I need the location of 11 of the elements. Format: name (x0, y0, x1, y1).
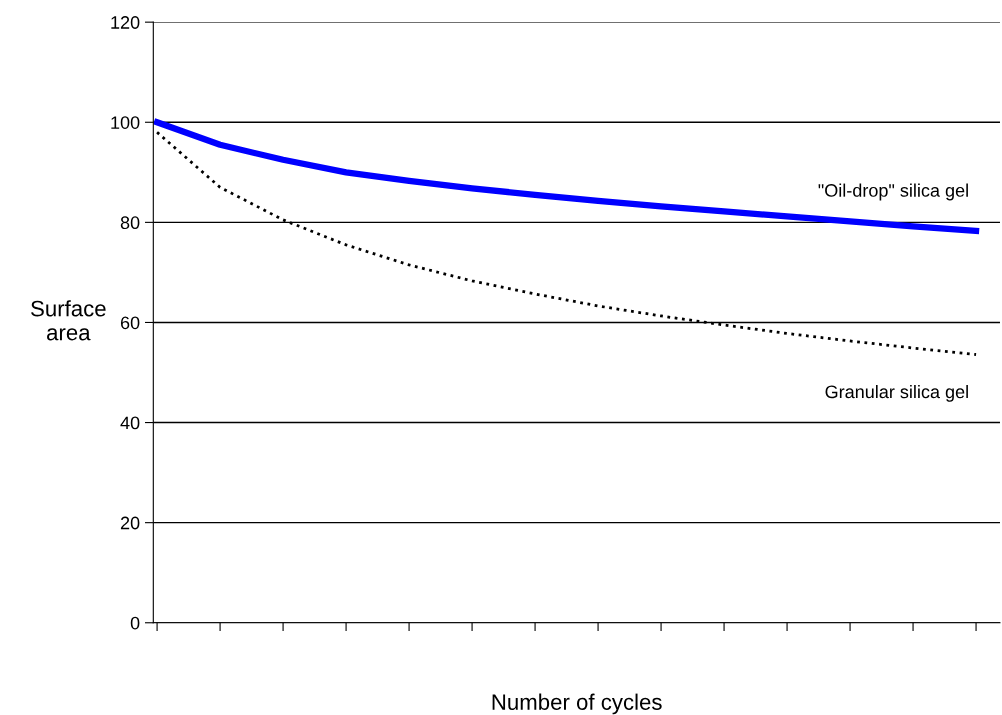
y-tick-label: 80 (120, 216, 140, 230)
series-label: "Oil-drop" silica gel (818, 183, 968, 201)
y-tick-label: 20 (120, 516, 140, 530)
x-axis-title: Number of cycles (492, 693, 662, 715)
y-axis-title: Surface area (31, 300, 106, 341)
series-label: Granular silica gel (825, 384, 968, 402)
y-tick-label: 40 (120, 416, 140, 430)
y-tick-label: 100 (111, 116, 140, 129)
y-tick-label: 0 (130, 616, 140, 630)
y-tick-label: 120 (111, 16, 140, 29)
y-tick-label: 60 (120, 316, 140, 330)
